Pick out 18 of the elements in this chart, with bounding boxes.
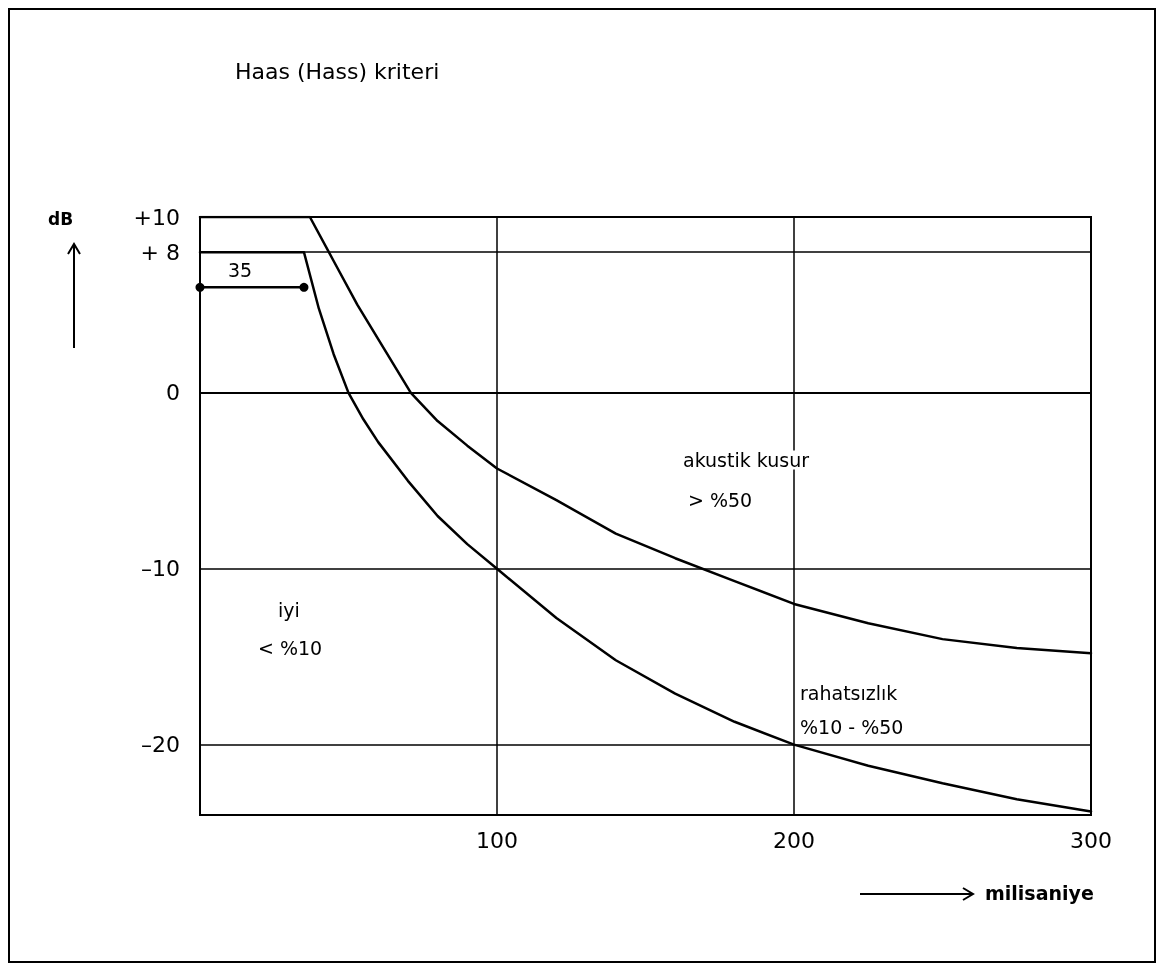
annotation: > %50 [688,489,753,511]
annotation: < %10 [258,637,323,659]
y-tick-label: +10 [133,204,180,230]
y-tick-label: –10 [141,556,180,582]
annotation: iyi [278,599,300,621]
x-tick-label: 300 [1070,827,1112,853]
x-tick-label: 100 [476,827,518,853]
chart-title: Haas (Hass) kriteri [235,58,440,84]
y-tick-label: 0 [166,380,180,406]
y-tick-label: –20 [141,732,180,758]
annotation: 35 [227,259,253,281]
annotation: %10 - %50 [800,716,904,738]
x-tick-label: 200 [773,827,815,853]
y-tick-label: + 8 [140,239,180,265]
y-axis-title: dB [48,208,74,229]
annotation: rahatsızlık [800,682,898,704]
annotation: akustik kusur [683,449,810,471]
x-axis-title: milisaniye [985,881,1094,904]
